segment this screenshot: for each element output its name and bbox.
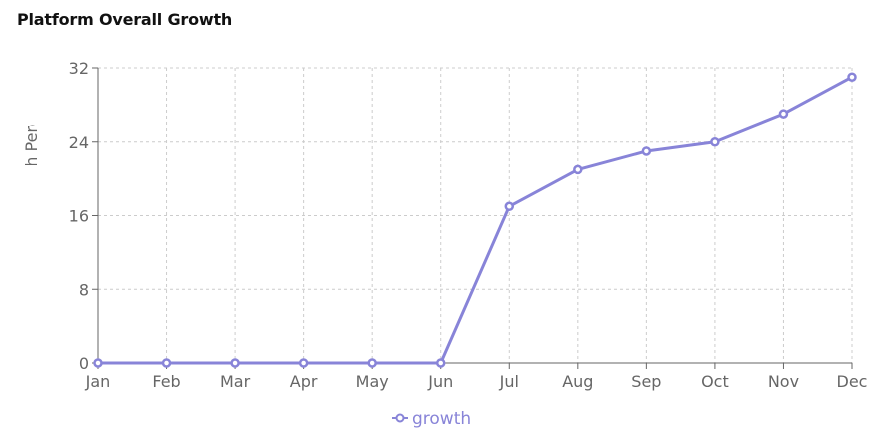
x-tick-label: Jan [85, 372, 111, 391]
legend-label: growth [412, 409, 471, 429]
x-tick-label: Jun [427, 372, 453, 391]
x-tick-label: May [356, 372, 389, 391]
y-axis-ticks: 0 8 16 24 32 [69, 59, 98, 373]
y-axis-title: Growth Percentage [22, 61, 41, 214]
x-tick-label: Apr [290, 372, 318, 391]
x-tick-label: Oct [701, 372, 729, 391]
x-tick-label: Sep [631, 372, 661, 391]
data-point[interactable] [778, 109, 789, 119]
axes [97, 68, 852, 364]
x-tick-label: Feb [152, 372, 180, 391]
data-point[interactable] [847, 72, 857, 82]
data-point[interactable] [93, 358, 103, 368]
data-point[interactable] [504, 201, 515, 212]
data-point[interactable] [367, 358, 377, 368]
y-tick-label: 0 [79, 354, 89, 373]
data-point[interactable] [298, 358, 309, 368]
x-tick-label: Aug [562, 372, 593, 391]
y-tick-label: 8 [79, 280, 89, 299]
y-tick-label: 16 [69, 207, 89, 226]
x-axis-ticks: Jan Feb Mar Apr May Jun Jul Aug Sep Oct Nov Dec [85, 363, 868, 391]
legend-marker-icon [395, 413, 405, 423]
series-layer [93, 72, 857, 368]
chart-title: Platform Overall Growth [17, 10, 233, 29]
data-point[interactable] [710, 137, 720, 147]
data-point[interactable] [641, 146, 652, 156]
y-tick-label: 24 [69, 133, 89, 152]
data-point[interactable] [230, 358, 240, 368]
x-tick-label: Dec [837, 372, 868, 391]
x-tick-label: Jul [499, 372, 519, 391]
data-point[interactable] [161, 358, 172, 368]
data-point[interactable] [435, 358, 446, 368]
x-tick-label: Mar [220, 372, 251, 391]
x-tick-label: Nov [768, 372, 799, 391]
data-point[interactable] [573, 164, 583, 175]
y-tick-label: 32 [69, 59, 89, 78]
legend[interactable]: growth [392, 409, 471, 429]
series-line-growth [98, 75, 853, 365]
grid-lines [98, 67, 853, 363]
